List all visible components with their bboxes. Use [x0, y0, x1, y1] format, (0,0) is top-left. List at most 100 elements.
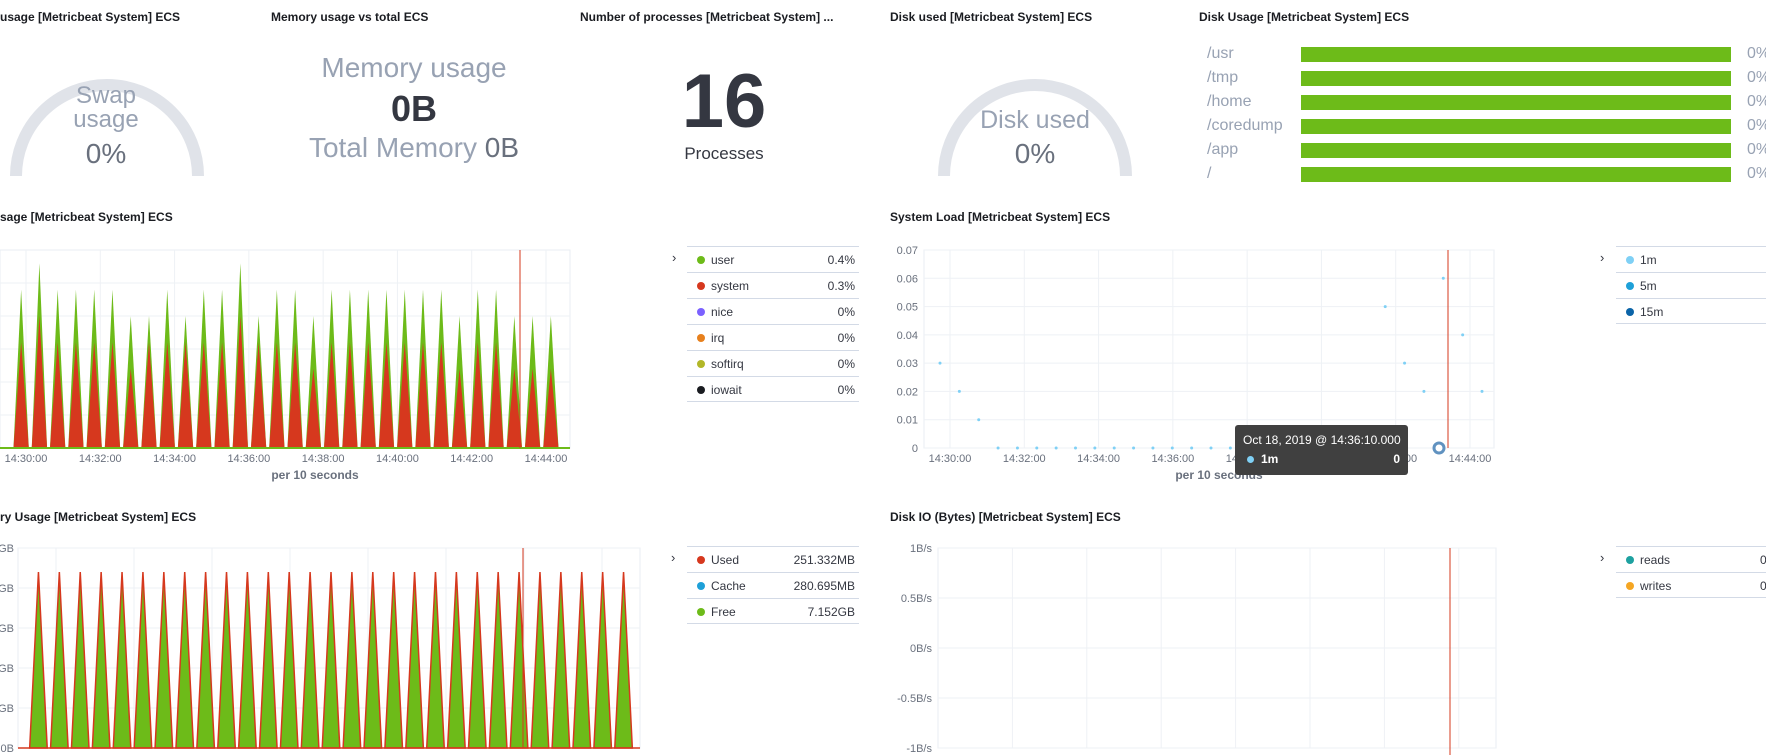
memory-peak [593, 571, 613, 749]
cpu-peak-system [397, 342, 413, 448]
legend-label: Cache [711, 579, 746, 593]
diskio-legend-toggle[interactable]: › [1600, 550, 1605, 565]
legend-label: reads [1640, 553, 1671, 567]
cpu-chart[interactable]: 14:30:00 14:32:00 14:34:00 14:36:00 14:38:00… [0, 200, 870, 490]
cpu-peak-system [305, 368, 322, 448]
load-point [938, 361, 942, 365]
legend-label: nice [711, 305, 734, 319]
load-hover-point [1432, 441, 1446, 455]
load-point [1190, 446, 1194, 450]
legend-dot [697, 386, 705, 394]
legend-item-used[interactable]: Used 251.332MB [687, 546, 859, 572]
cpu-peak-system [506, 368, 523, 448]
legend-item-free[interactable]: Free 7.152GB [687, 598, 859, 624]
total-memory-label: Total Memory [308, 132, 477, 163]
legend-item-5m[interactable]: 5m [1616, 272, 1766, 298]
load-panel: System Load [Metricbeat System] ECS 0 0.0… [884, 200, 1766, 490]
legend-item-user[interactable]: user 0.4% [687, 246, 859, 272]
legend-dot [697, 308, 705, 316]
legend-value: 0% [837, 305, 855, 319]
memory-peak [342, 571, 362, 749]
legend-item-nice[interactable]: nice 0% [687, 298, 859, 324]
swap-value: 0% [85, 138, 127, 169]
legend-value: 0.3% [827, 279, 855, 293]
legend-item-1m[interactable]: 1m [1616, 246, 1766, 272]
memory-y-tick: GB [0, 583, 14, 595]
memory-peak [488, 571, 508, 749]
diskio-y-tick: 1B/s [910, 543, 933, 555]
load-point [1132, 446, 1136, 450]
memory-peak [425, 571, 446, 749]
cpu-legend-toggle[interactable]: › [672, 250, 677, 265]
load-y-tick: 0.05 [897, 302, 918, 314]
disk-used-label: Disk used [980, 106, 1090, 134]
cpu-peak-system [524, 368, 541, 448]
legend-item-writes[interactable]: writes 0 [1616, 572, 1766, 598]
legend-value: 0 [1760, 553, 1766, 567]
disk-used-panel: Disk used [Metricbeat System] ECS Disk u… [884, 0, 1184, 200]
load-y-tick: 0.06 [897, 273, 918, 285]
load-point [1228, 446, 1232, 450]
legend-item-softirq[interactable]: softirq 0% [687, 350, 859, 376]
tooltip-date: Oct 18, 2019 @ 14:36:10.000 [1243, 433, 1401, 447]
load-point [1403, 361, 1407, 365]
memory-panel: ry Usage [Metricbeat System] ECS 0B GB GB G… [0, 500, 870, 755]
cpu-peak-system [287, 342, 303, 448]
memory-usage-value: 0B [390, 88, 438, 129]
load-x-tick: 14:44:00 [1449, 453, 1492, 465]
memory-peak [530, 571, 550, 749]
load-y-tick: 0.04 [897, 330, 918, 342]
legend-item-iowait[interactable]: iowait 0% [687, 376, 859, 402]
legend-item-reads[interactable]: reads 0 [1616, 546, 1766, 572]
memory-peak [467, 571, 487, 749]
cpu-peak-system [104, 342, 121, 448]
load-y-tick: 0 [912, 443, 918, 455]
load-title: System Load [Metricbeat System] ECS [890, 210, 1111, 224]
memory-peak [91, 571, 111, 749]
swap-panel: usage [Metricbeat System] ECS Swap usage… [0, 0, 240, 200]
legend-label: Free [711, 605, 736, 619]
legend-dot [1626, 308, 1634, 316]
tooltip-dot [1247, 456, 1254, 463]
memory-y-tick: GB [0, 623, 14, 635]
load-point [1112, 446, 1116, 450]
cpu-peak-system [68, 342, 84, 448]
load-chart[interactable]: 0 0.01 0.02 0.03 0.04 0.05 0.06 0.07 14:30:00 14… [884, 200, 1524, 490]
memory-peak [28, 571, 49, 749]
memory-peak [112, 571, 132, 749]
cpu-peak-system [323, 342, 340, 448]
cpu-peak-system [360, 342, 376, 448]
memory-peak [300, 571, 320, 749]
memory-peak [133, 571, 153, 749]
disk-usage-row-bar [1301, 167, 1731, 182]
legend-dot [697, 582, 705, 590]
cpu-x-tick: 14:42:00 [450, 453, 493, 465]
diskio-chart[interactable]: 1B/s 0.5B/s 0B/s -0.5B/s -1B/s [884, 500, 1524, 755]
disk-used-title: Disk used [Metricbeat System] ECS [890, 10, 1093, 24]
legend-item-cache[interactable]: Cache 280.695MB [687, 572, 859, 598]
memory-legend: Used 251.332MB Cache 280.695MB Free 7.15… [687, 546, 859, 626]
cpu-peak-system [232, 316, 249, 448]
cpu-peak-system [177, 342, 194, 448]
cpu-peak-system [433, 342, 449, 448]
legend-value: 0% [837, 383, 855, 397]
diskio-panel: Disk IO (Bytes) [Metricbeat System] ECS … [884, 500, 1766, 755]
memory-total-panel: Memory usage vs total ECS Memory usage 0… [264, 0, 564, 200]
load-point [1209, 446, 1213, 450]
load-x-tick: 14:30:00 [929, 453, 972, 465]
legend-item-irq[interactable]: irq 0% [687, 324, 859, 350]
swap-title: usage [Metricbeat System] ECS [0, 10, 181, 24]
legend-item-15m[interactable]: 15m [1616, 298, 1766, 324]
legend-label: 15m [1640, 305, 1664, 319]
memory-legend-toggle[interactable]: › [671, 550, 676, 565]
load-point [957, 389, 961, 393]
load-legend-toggle[interactable]: › [1600, 250, 1605, 265]
memory-chart[interactable]: 0B GB GB GB GB GB [0, 500, 660, 755]
load-y-tick: 0.03 [897, 358, 918, 370]
legend-item-system[interactable]: system 0.3% [687, 272, 859, 298]
diskio-y-tick: -1B/s [906, 743, 932, 755]
disk-usage-row-bar [1301, 119, 1731, 134]
memory-peak [258, 571, 278, 749]
cpu-x-tick: 14:36:00 [227, 453, 270, 465]
load-point [1151, 446, 1155, 450]
